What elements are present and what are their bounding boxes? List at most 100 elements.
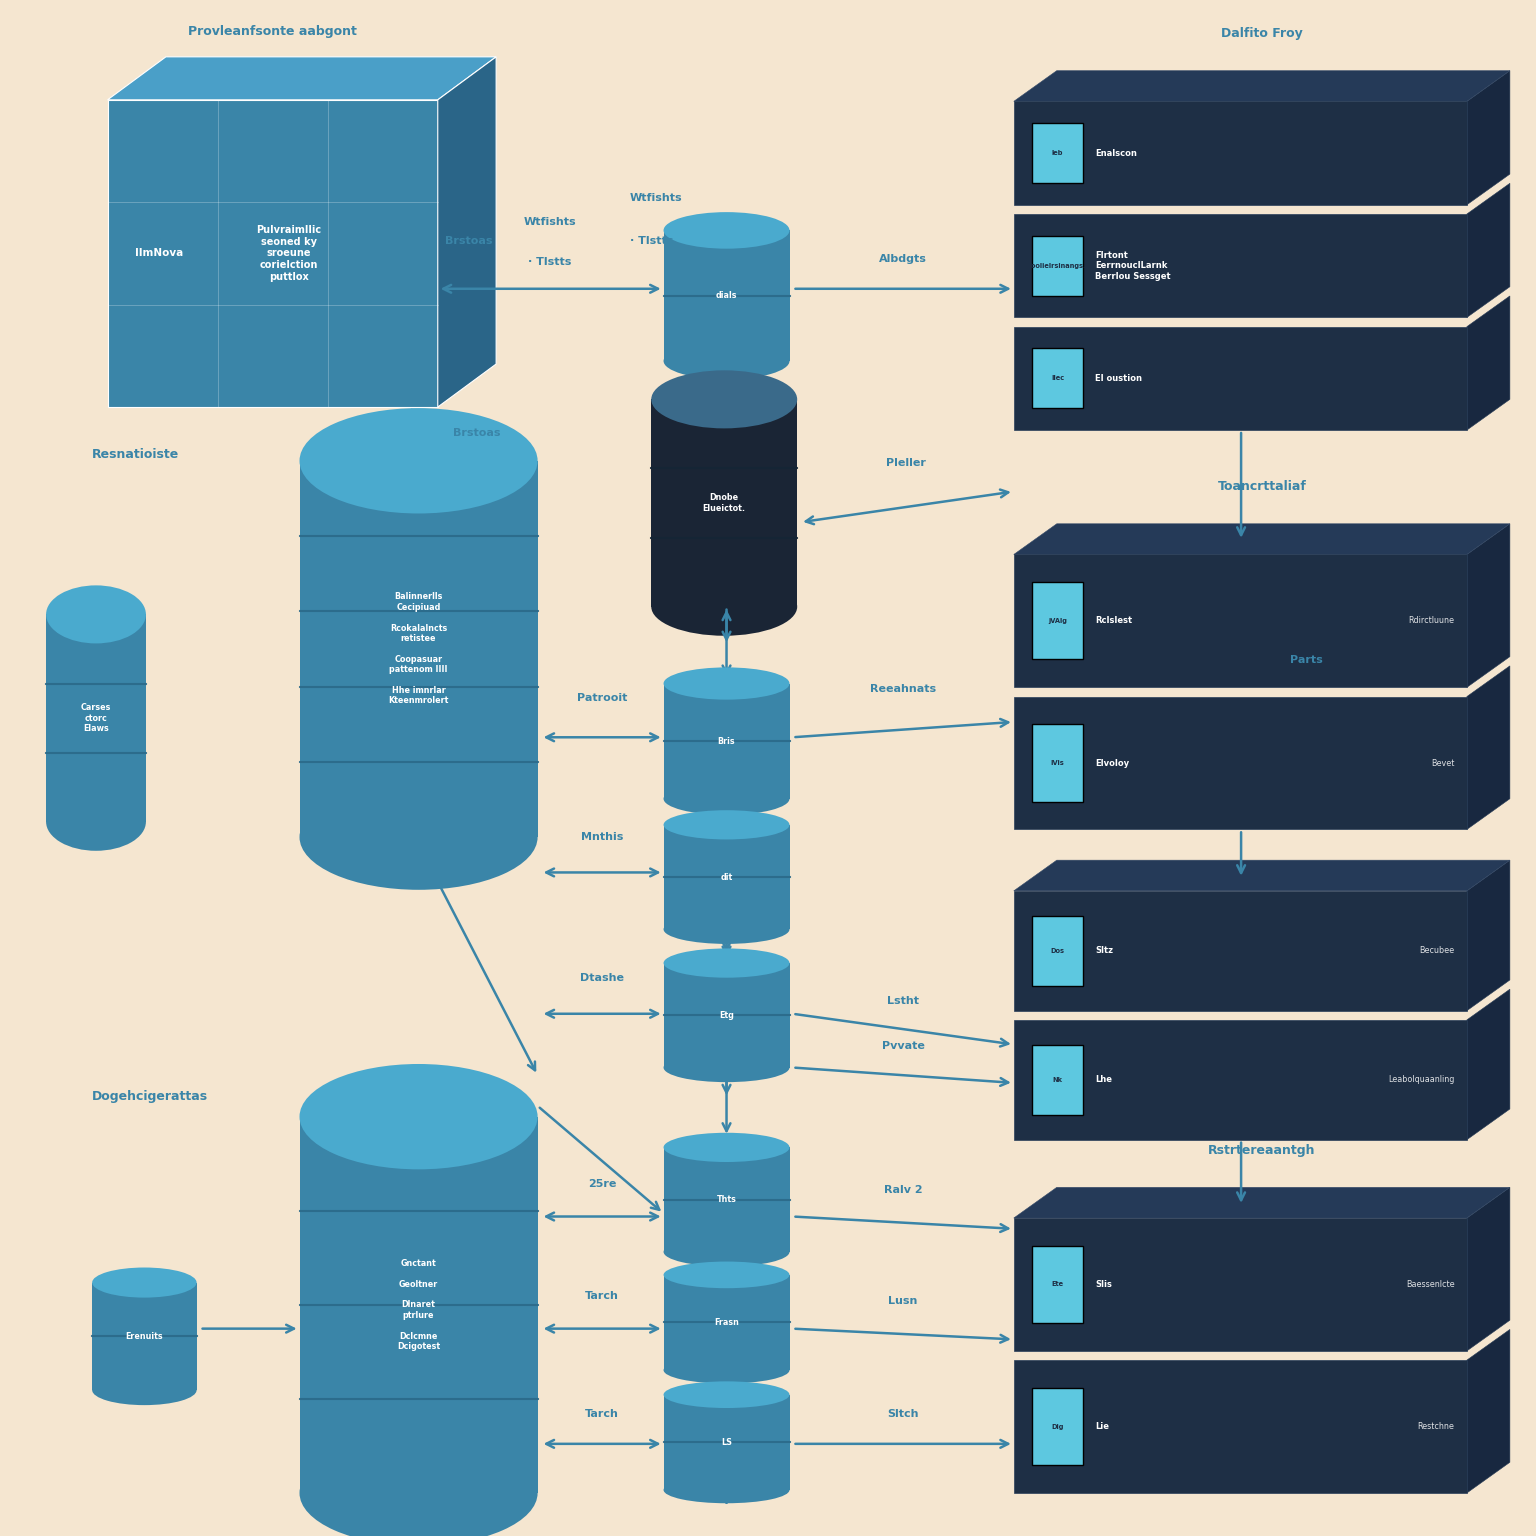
Text: Sltz: Sltz bbox=[1095, 946, 1114, 955]
Polygon shape bbox=[664, 1275, 790, 1370]
Text: IVis: IVis bbox=[1051, 760, 1064, 766]
Polygon shape bbox=[438, 57, 496, 407]
Text: Balinnerlls
Cecipiuad

Rcokalalncts
retistee

Coopasuar
pattenom IIII

Hhe imnrl: Balinnerlls Cecipiuad Rcokalalncts retis… bbox=[389, 593, 449, 705]
Text: Dos: Dos bbox=[1051, 948, 1064, 954]
Ellipse shape bbox=[46, 585, 146, 644]
Text: jVAlg: jVAlg bbox=[1048, 617, 1068, 624]
Text: IlmNova: IlmNova bbox=[135, 249, 183, 258]
Text: Pvvate: Pvvate bbox=[882, 1040, 925, 1051]
Text: · Tlstts: · Tlstts bbox=[528, 257, 571, 267]
FancyBboxPatch shape bbox=[1014, 891, 1467, 1011]
Ellipse shape bbox=[664, 1476, 790, 1504]
FancyBboxPatch shape bbox=[1032, 123, 1083, 183]
Polygon shape bbox=[1467, 667, 1510, 829]
Ellipse shape bbox=[651, 370, 797, 429]
Text: Bevet: Bevet bbox=[1432, 759, 1455, 768]
Text: Lie: Lie bbox=[1095, 1422, 1109, 1432]
FancyBboxPatch shape bbox=[1014, 1361, 1467, 1493]
Polygon shape bbox=[1467, 1330, 1510, 1493]
Ellipse shape bbox=[664, 1381, 790, 1409]
Text: Tarch: Tarch bbox=[585, 1409, 619, 1419]
Text: Ralv 2: Ralv 2 bbox=[883, 1184, 923, 1195]
Text: Patrooit: Patrooit bbox=[578, 693, 627, 703]
Text: · Tlstts: · Tlstts bbox=[630, 235, 673, 246]
Text: Tarch: Tarch bbox=[585, 1290, 619, 1301]
Ellipse shape bbox=[46, 793, 146, 851]
Text: Enalscon: Enalscon bbox=[1095, 149, 1137, 158]
Polygon shape bbox=[300, 461, 538, 837]
Text: El oustion: El oustion bbox=[1095, 373, 1143, 382]
Text: Elvoloy: Elvoloy bbox=[1095, 759, 1129, 768]
Text: dit: dit bbox=[720, 872, 733, 882]
Ellipse shape bbox=[651, 578, 797, 636]
Text: Dogehcigerattas: Dogehcigerattas bbox=[92, 1091, 209, 1103]
Text: Dalfito Froy: Dalfito Froy bbox=[1221, 28, 1303, 40]
Text: Wtfishts: Wtfishts bbox=[630, 192, 682, 203]
Polygon shape bbox=[664, 230, 790, 361]
Ellipse shape bbox=[664, 212, 790, 249]
Ellipse shape bbox=[300, 1441, 538, 1536]
Text: Rstrtereaantgh: Rstrtereaantgh bbox=[1209, 1144, 1315, 1157]
Polygon shape bbox=[664, 825, 790, 929]
Polygon shape bbox=[664, 1395, 790, 1490]
Polygon shape bbox=[300, 1117, 538, 1493]
Ellipse shape bbox=[300, 409, 538, 513]
Polygon shape bbox=[1467, 71, 1510, 204]
Text: Rclslest: Rclslest bbox=[1095, 616, 1132, 625]
Text: Nk: Nk bbox=[1052, 1077, 1063, 1083]
Polygon shape bbox=[664, 963, 790, 1068]
Polygon shape bbox=[1467, 989, 1510, 1140]
Text: Pleller: Pleller bbox=[886, 458, 926, 468]
Polygon shape bbox=[1014, 1187, 1510, 1218]
Text: Slis: Slis bbox=[1095, 1279, 1112, 1289]
Text: Albdgts: Albdgts bbox=[879, 253, 928, 264]
Text: Bris: Bris bbox=[717, 737, 736, 745]
Polygon shape bbox=[1467, 1187, 1510, 1352]
Polygon shape bbox=[108, 57, 496, 100]
Text: Gnctant

Geoltner

Dlnaret
ptrlure

Dclcmne
Dcigotest: Gnctant Geoltner Dlnaret ptrlure Dclcmne… bbox=[396, 1258, 441, 1352]
Ellipse shape bbox=[664, 1236, 790, 1267]
Text: Becubee: Becubee bbox=[1419, 946, 1455, 955]
Polygon shape bbox=[651, 399, 797, 607]
Ellipse shape bbox=[300, 785, 538, 889]
Text: Erenuits: Erenuits bbox=[126, 1332, 163, 1341]
FancyBboxPatch shape bbox=[1014, 327, 1467, 430]
Text: Lstht: Lstht bbox=[888, 995, 919, 1006]
Text: 25re: 25re bbox=[588, 1178, 616, 1189]
Polygon shape bbox=[1467, 860, 1510, 1011]
Text: Pulvraimllic
seoned ky
sroeune
corielction
puttlox: Pulvraimllic seoned ky sroeune corielcti… bbox=[257, 226, 321, 281]
Text: Coolielrsinangs..: Coolielrsinangs.. bbox=[1026, 263, 1089, 269]
FancyBboxPatch shape bbox=[1014, 1020, 1467, 1140]
FancyBboxPatch shape bbox=[1032, 235, 1083, 296]
Text: Parts: Parts bbox=[1290, 656, 1322, 665]
Ellipse shape bbox=[664, 1052, 790, 1083]
Ellipse shape bbox=[664, 1356, 790, 1384]
Text: Sltch: Sltch bbox=[888, 1409, 919, 1419]
FancyBboxPatch shape bbox=[1032, 725, 1083, 802]
FancyBboxPatch shape bbox=[1014, 697, 1467, 829]
Polygon shape bbox=[1467, 183, 1510, 318]
Text: Frasn: Frasn bbox=[714, 1318, 739, 1327]
Text: Rdirctluune: Rdirctluune bbox=[1409, 616, 1455, 625]
Text: Leabolquaanling: Leabolquaanling bbox=[1389, 1075, 1455, 1084]
Ellipse shape bbox=[664, 783, 790, 816]
Text: Thts: Thts bbox=[717, 1195, 736, 1204]
Ellipse shape bbox=[664, 914, 790, 945]
Ellipse shape bbox=[92, 1375, 197, 1405]
FancyBboxPatch shape bbox=[1032, 1044, 1083, 1115]
Polygon shape bbox=[108, 100, 438, 407]
Text: Provleanfsonte aabgont: Provleanfsonte aabgont bbox=[189, 26, 356, 38]
Text: Toancrttaliaf: Toancrttaliaf bbox=[1218, 481, 1306, 493]
Text: Brstoas: Brstoas bbox=[445, 235, 493, 246]
Text: Resnatioiste: Resnatioiste bbox=[92, 449, 180, 461]
Text: Dig: Dig bbox=[1051, 1424, 1064, 1430]
Polygon shape bbox=[1014, 71, 1510, 101]
Text: Carses
ctorc
Elaws: Carses ctorc Elaws bbox=[81, 703, 111, 733]
Text: Reeahnats: Reeahnats bbox=[869, 684, 937, 694]
Text: Lusn: Lusn bbox=[888, 1295, 919, 1306]
Text: Ete: Ete bbox=[1052, 1281, 1063, 1287]
FancyBboxPatch shape bbox=[1014, 554, 1467, 688]
Ellipse shape bbox=[92, 1267, 197, 1298]
Text: dials: dials bbox=[716, 292, 737, 300]
Text: LS: LS bbox=[720, 1438, 733, 1447]
